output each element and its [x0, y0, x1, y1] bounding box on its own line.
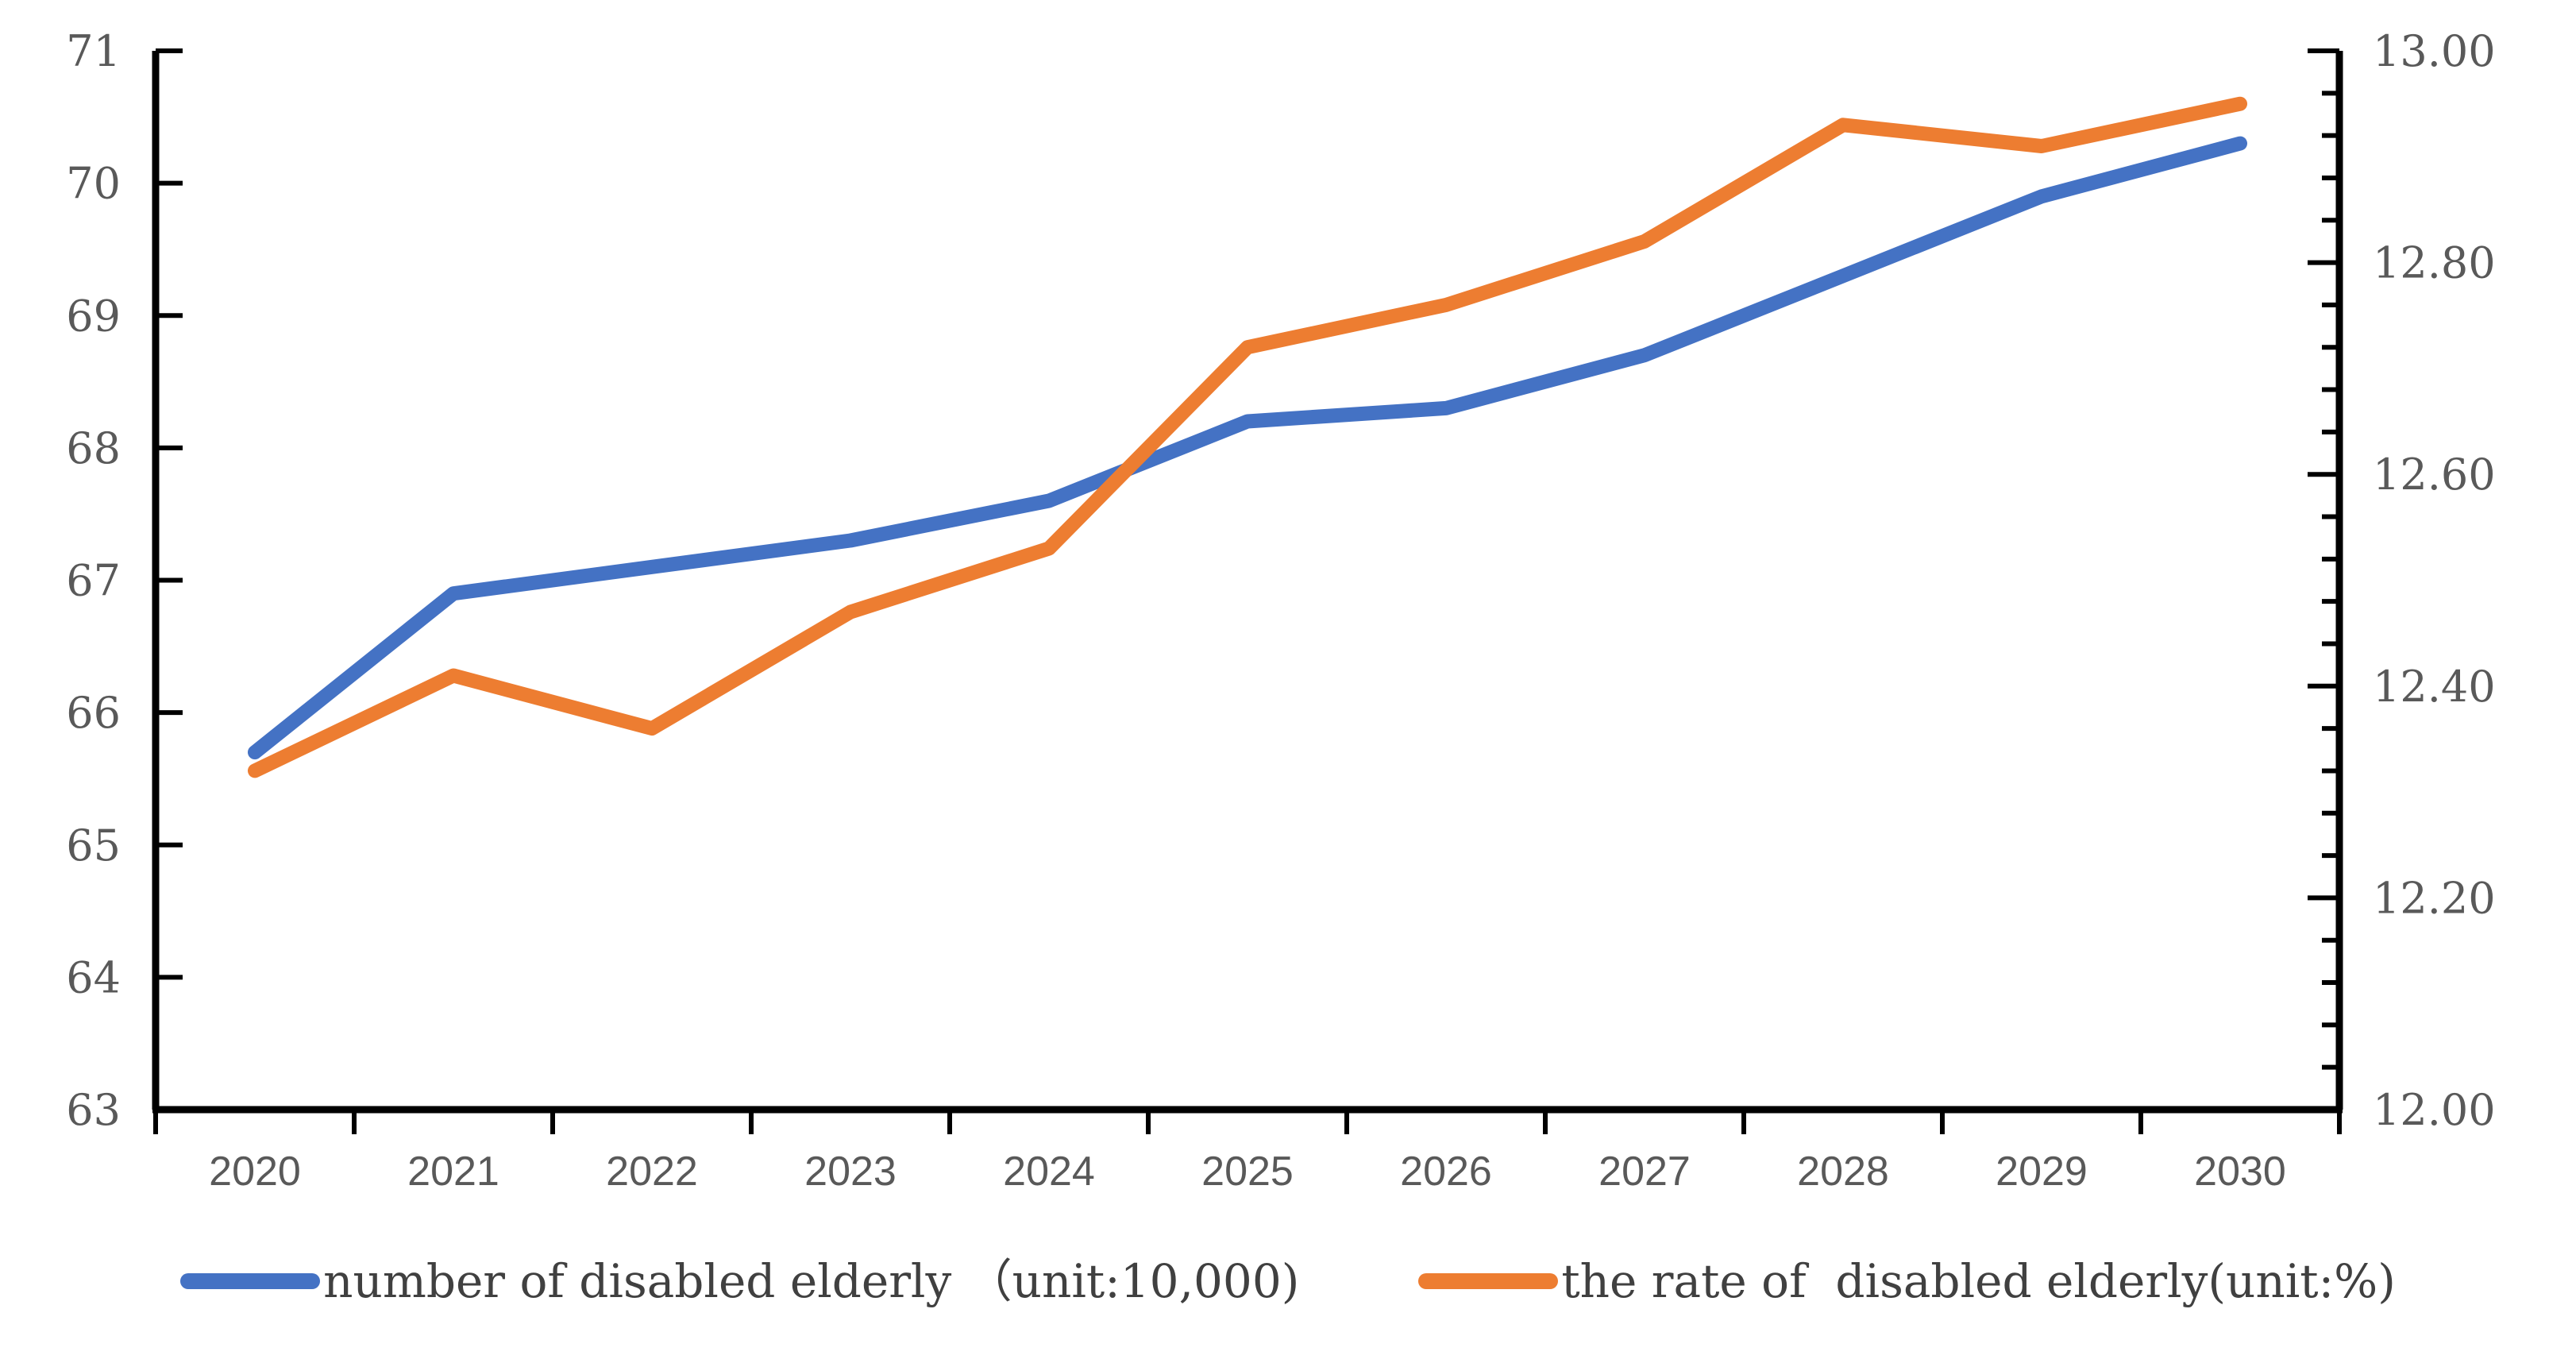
- x-axis-year-label: 2030: [2194, 1149, 2286, 1195]
- right-axis-tick-label: 12.80: [2373, 238, 2496, 288]
- chart-legend: number of disabled elderly （unit:10,000)…: [0, 1258, 2576, 1304]
- x-axis-year-label: 2020: [209, 1149, 301, 1195]
- rate-series-label: the rate of disabled elderly(unit:%): [1561, 1254, 2396, 1308]
- x-axis-year-label: 2022: [606, 1149, 698, 1195]
- x-axis-year-label: 2026: [1400, 1149, 1492, 1195]
- left-axis-tick-label: 68: [66, 423, 121, 473]
- number-series-label: number of disabled elderly （unit:10,000): [323, 1254, 1300, 1308]
- right-axis-tick-label: 12.00: [2373, 1085, 2496, 1135]
- right-axis-tick-label: 12.60: [2373, 450, 2496, 500]
- left-axis-tick-label: 63: [66, 1085, 121, 1135]
- x-axis-year-label: 2029: [1996, 1149, 2088, 1195]
- legend-item-rate-of-disabled-elderly: the rate of disabled elderly(unit:%): [1418, 1258, 2396, 1304]
- rate-series-swatch-icon: [1418, 1273, 1559, 1289]
- left-axis-tick-label: 65: [66, 821, 121, 871]
- x-axis-year-label: 2021: [407, 1149, 499, 1195]
- x-axis-year-label: 2027: [1598, 1149, 1691, 1195]
- left-axis-tick-label: 71: [66, 26, 121, 76]
- right-axis-tick-label: 12.40: [2373, 662, 2496, 712]
- rate-series-line: [248, 96, 2247, 778]
- x-axis-year-label: 2024: [1003, 1149, 1095, 1195]
- left-axis-tick-label: 66: [66, 688, 121, 738]
- legend-item-number-of-disabled-elderly: number of disabled elderly （unit:10,000): [180, 1258, 1299, 1304]
- number-series-line: [248, 136, 2247, 760]
- left-axis-tick-label: 70: [66, 159, 121, 209]
- left-axis-tick-label: 69: [66, 291, 121, 341]
- right-axis-tick-label: 13.00: [2373, 26, 2496, 76]
- x-axis-year-label: 2025: [1201, 1149, 1294, 1195]
- right-axis-tick-label: 12.20: [2373, 873, 2496, 923]
- x-axis-year-label: 2023: [804, 1149, 897, 1195]
- number-series-swatch-icon: [180, 1273, 321, 1289]
- left-axis-tick-label: 67: [66, 556, 121, 606]
- left-axis-tick-label: 64: [66, 952, 121, 1002]
- x-axis-year-label: 2028: [1797, 1149, 1889, 1195]
